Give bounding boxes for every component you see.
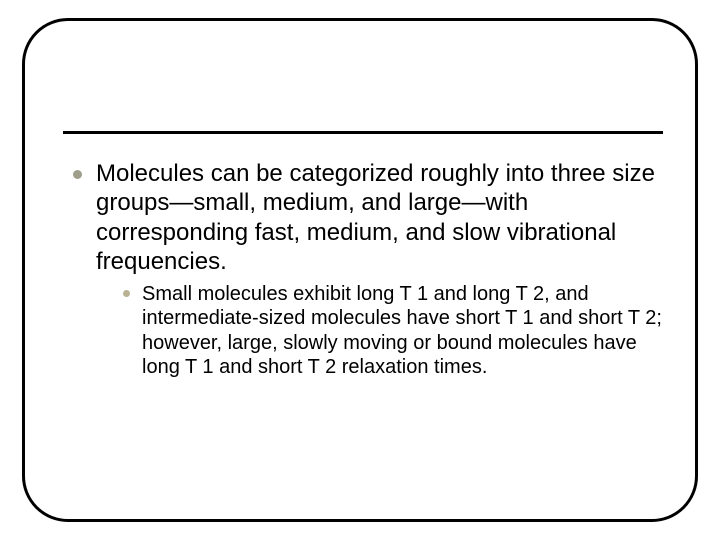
sub-bullet-icon bbox=[123, 290, 130, 297]
slide-frame: Molecules can be categorized roughly int… bbox=[22, 18, 698, 522]
bullet-icon bbox=[73, 170, 82, 179]
list-item: Molecules can be categorized roughly int… bbox=[73, 159, 673, 276]
main-text: Molecules can be categorized roughly int… bbox=[96, 159, 673, 276]
sub-list-item: Small molecules exhibit long T 1 and lon… bbox=[123, 282, 673, 380]
title-divider bbox=[63, 131, 663, 134]
sub-text: Small molecules exhibit long T 1 and lon… bbox=[142, 282, 673, 380]
slide-content: Molecules can be categorized roughly int… bbox=[73, 159, 673, 380]
